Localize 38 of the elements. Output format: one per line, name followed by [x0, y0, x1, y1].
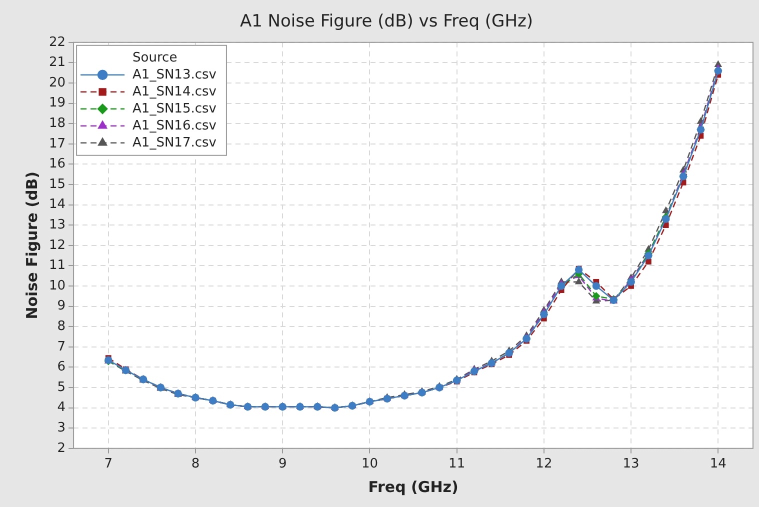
y-tick-label: 6: [57, 360, 66, 375]
legend-label: A1_SN14.csv: [132, 84, 217, 100]
y-tick-label: 22: [48, 34, 66, 50]
legend-label: A1_SN17.csv: [132, 135, 217, 150]
y-tick-label: 19: [48, 96, 66, 111]
x-tick-label: 13: [622, 456, 640, 472]
y-tick-label: 4: [57, 400, 66, 416]
y-tick-label: 10: [48, 278, 66, 294]
y-tick-label: 20: [48, 75, 66, 90]
y-tick-label: 14: [48, 197, 66, 212]
x-tick-label: 11: [448, 456, 466, 472]
legend-label: A1_SN16.csv: [132, 118, 217, 134]
x-tick-label: 12: [536, 456, 552, 472]
y-tick-label: 5: [57, 380, 66, 395]
legend-label: A1_SN13.csv: [132, 67, 217, 82]
x-tick-label: 10: [361, 456, 378, 472]
y-tick-label: 17: [48, 136, 66, 152]
x-tick-label: 9: [278, 456, 287, 472]
y-tick-label: 3: [57, 420, 66, 436]
legend-title: Source: [132, 50, 178, 66]
y-tick-label: 9: [57, 298, 66, 314]
y-tick-label: 15: [48, 176, 66, 192]
y-tick-label: 7: [57, 339, 66, 354]
y-axis-title: Noise Figure (dB): [22, 171, 41, 320]
y-tick-label: 16: [48, 156, 66, 172]
x-tick-label: 7: [104, 456, 113, 472]
y-tick-label: 13: [48, 217, 66, 232]
y-tick-label: 21: [48, 55, 66, 70]
y-tick-label: 12: [48, 238, 66, 253]
x-tick-label: 8: [191, 456, 200, 472]
legend-label: A1_SN15.csv: [132, 101, 217, 116]
chart-title: A1 Noise Figure (dB) vs Freq (GHz): [240, 12, 534, 32]
y-tick-label: 18: [48, 116, 66, 131]
x-axis-title: Freq (GHz): [368, 478, 458, 496]
y-tick-label: 8: [57, 318, 66, 334]
y-tick-label: 2: [57, 440, 66, 456]
x-tick-label: 14: [710, 456, 726, 472]
y-tick-label: 11: [48, 258, 66, 274]
